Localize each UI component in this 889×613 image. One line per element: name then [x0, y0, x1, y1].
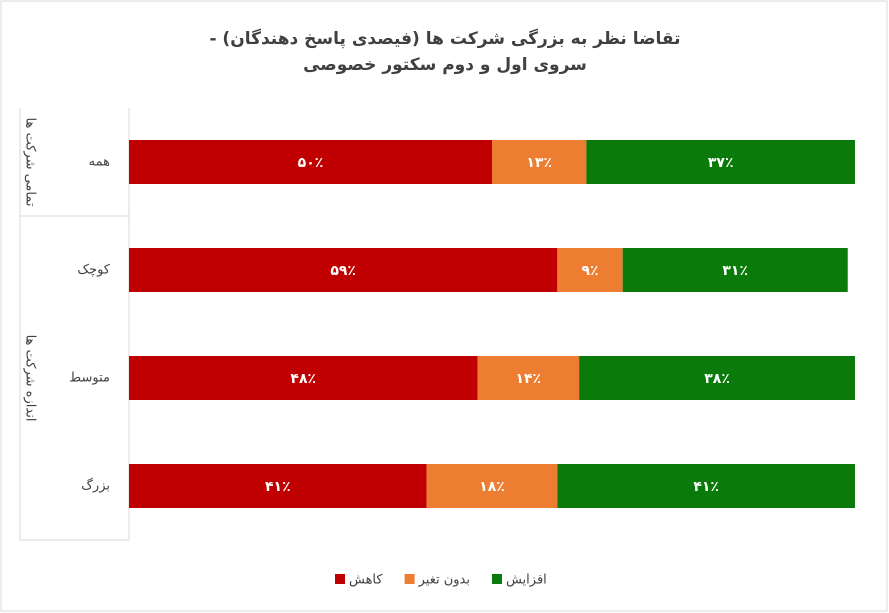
- group-label: اندازه شرکت ها: [23, 335, 38, 422]
- bar: [129, 464, 427, 508]
- bar: [129, 356, 478, 400]
- bar: [129, 248, 558, 292]
- y-tick-label: متوسط: [69, 371, 110, 386]
- data-label: ۱۴٪: [515, 371, 541, 387]
- chart-title: تقاضا نظر به بزرگی شرکت ها (فیصدی پاسخ د…: [209, 29, 681, 75]
- data-label: ۵۹٪: [330, 263, 356, 279]
- data-label: ۹٪: [581, 263, 598, 279]
- legend-swatch: [404, 574, 415, 584]
- bar: [426, 464, 558, 508]
- bar: [492, 140, 587, 184]
- data-label: ۳۱٪: [722, 263, 748, 279]
- data-label: ۴۱٪: [693, 479, 719, 495]
- legend-swatch: [335, 574, 345, 584]
- data-label: ۱۳٪: [526, 155, 552, 171]
- bar: [622, 248, 848, 292]
- data-label: ۱۸٪: [479, 479, 505, 495]
- data-label: ۵۰٪: [298, 155, 324, 171]
- legend-label: کاهش: [349, 573, 383, 588]
- bar: [477, 356, 580, 400]
- data-label: ۴۱٪: [265, 479, 291, 495]
- data-label: ۳۷٪: [708, 155, 734, 171]
- y-tick-label: بزرگ: [81, 477, 110, 494]
- legend-label: بدون تغیر: [418, 573, 470, 588]
- group-label: تمامی شرکت ها: [23, 118, 38, 207]
- bar: [557, 464, 855, 508]
- data-label: ۴۸٪: [290, 371, 316, 387]
- legend-swatch: [491, 574, 502, 584]
- bar: [129, 140, 492, 184]
- y-tick-label: کوچک: [77, 263, 110, 278]
- bar: [586, 140, 855, 184]
- y-tick-label: همه: [89, 155, 110, 170]
- bar: [557, 248, 623, 292]
- bar: [579, 356, 855, 400]
- legend-label: افزایش: [506, 573, 547, 588]
- data-label: ۳۸٪: [704, 371, 730, 387]
